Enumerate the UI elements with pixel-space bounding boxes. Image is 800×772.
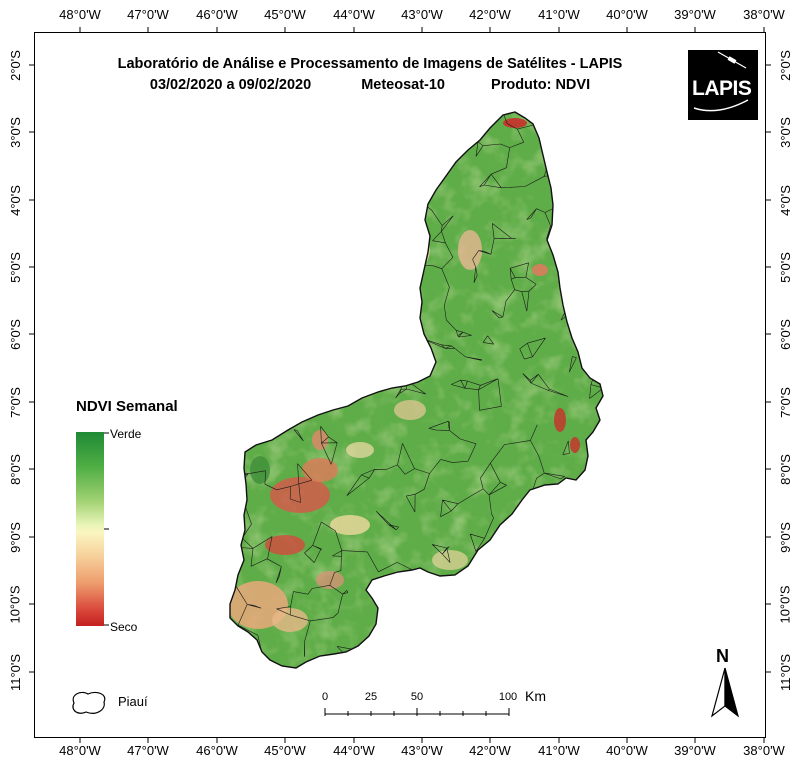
logo-text: LAPIS <box>692 77 752 100</box>
bottom-longitude-label: 39°0'W <box>674 743 716 758</box>
bottom-longitude-label: 44°0'W <box>333 743 375 758</box>
legend-title: NDVI Semanal <box>76 398 178 415</box>
bottom-longitude-label: 47°0'W <box>127 743 169 758</box>
legend-high-label: Verde <box>110 427 142 441</box>
inset-label: Piauí <box>118 694 148 709</box>
bottom-longitude-label: 43°0'W <box>401 743 443 758</box>
title-line-1: Laboratório de Análise e Processamento d… <box>117 56 623 72</box>
top-longitude-label: 48°0'W <box>59 7 101 22</box>
top-longitude-label: 41°0'W <box>538 7 580 22</box>
date-range: 03/02/2020 a 09/02/2020 <box>149 77 312 93</box>
bottom-longitude-label: 42°0'W <box>469 743 511 758</box>
top-longitude-label: 43°0'W <box>401 7 443 22</box>
scale-tick-50: 50 <box>410 691 424 703</box>
scale-tick-0: 0 <box>321 691 329 703</box>
top-longitude-label: 44°0'W <box>333 7 375 22</box>
top-longitude-label: 38°0'W <box>743 7 785 22</box>
top-longitude-label: 45°0'W <box>264 7 306 22</box>
scale-tick-25: 25 <box>364 691 378 703</box>
lapis-logo: LAPIS <box>688 50 758 120</box>
top-longitude-label: 39°0'W <box>674 7 716 22</box>
legend-low-label: Seco <box>110 620 138 634</box>
north-label: N <box>716 646 729 666</box>
top-longitude-label: 40°0'W <box>606 7 648 22</box>
ndvi-raster <box>230 112 603 668</box>
top-longitude-label: 42°0'W <box>469 7 511 22</box>
bottom-longitude-label: 40°0'W <box>606 743 648 758</box>
top-longitude-label: 47°0'W <box>127 7 169 22</box>
bottom-longitude-label: 41°0'W <box>538 743 580 758</box>
scale-tick-100: 100 <box>498 691 518 703</box>
satellite-icon <box>693 51 749 112</box>
scale-unit: Km <box>525 688 546 704</box>
product-name: Produto: NDVI <box>491 77 591 93</box>
bottom-longitude-label: 48°0'W <box>59 743 101 758</box>
legend-color-ramp <box>76 432 104 626</box>
bottom-longitude-label: 46°0'W <box>196 743 238 758</box>
satellite-name: Meteosat-10 <box>361 77 445 93</box>
bottom-longitude-label: 38°0'W <box>743 743 785 758</box>
piaui-state-outline <box>229 111 604 669</box>
bottom-longitude-label: 45°0'W <box>264 743 306 758</box>
title-line-2: 03/02/2020 a 09/02/2020 Meteosat-10 Prod… <box>40 75 700 96</box>
map-title: Laboratório de Análise e Processamento d… <box>40 54 700 96</box>
top-longitude-label: 46°0'W <box>196 7 238 22</box>
map-frame <box>34 32 766 738</box>
